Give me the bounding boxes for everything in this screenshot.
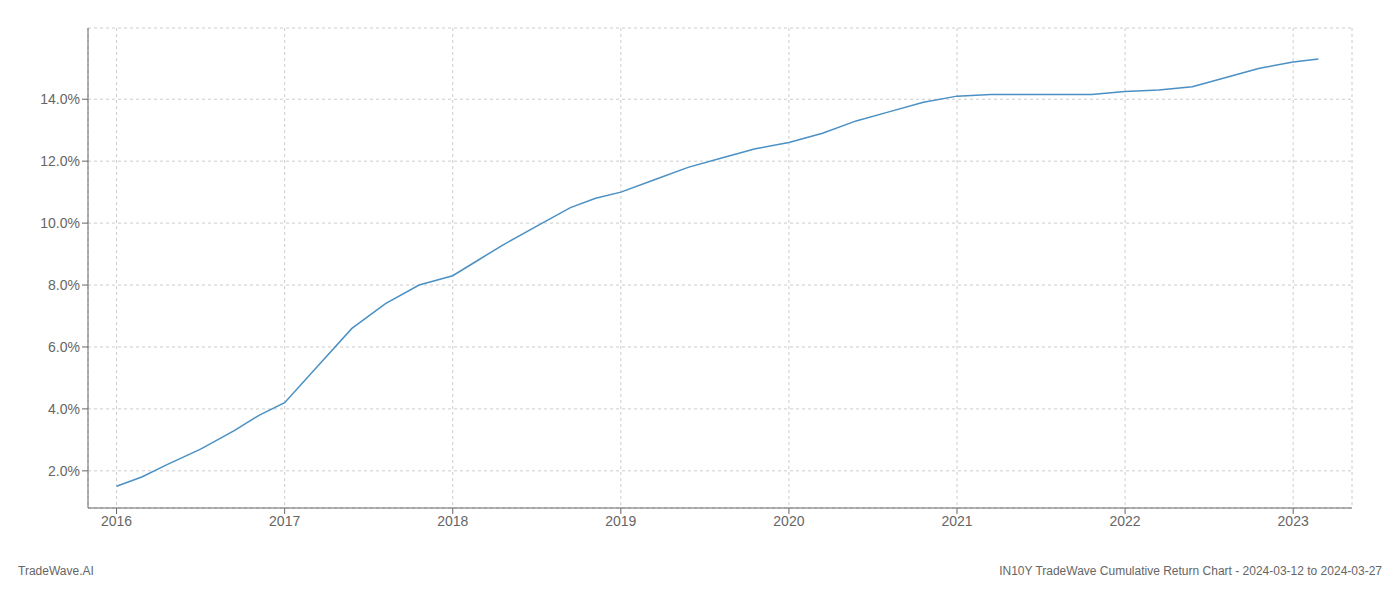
svg-text:8.0%: 8.0% bbox=[48, 277, 80, 293]
svg-text:4.0%: 4.0% bbox=[48, 401, 80, 417]
svg-text:6.0%: 6.0% bbox=[48, 339, 80, 355]
svg-text:2.0%: 2.0% bbox=[48, 463, 80, 479]
svg-text:2017: 2017 bbox=[269, 513, 300, 529]
svg-text:2023: 2023 bbox=[1278, 513, 1309, 529]
svg-text:12.0%: 12.0% bbox=[40, 153, 80, 169]
svg-text:2018: 2018 bbox=[437, 513, 468, 529]
svg-text:2016: 2016 bbox=[101, 513, 132, 529]
svg-text:2022: 2022 bbox=[1110, 513, 1141, 529]
html-text:TradeWave.AI: TradeWave.AI bbox=[18, 564, 94, 578]
svg-text:2020: 2020 bbox=[773, 513, 804, 529]
html-text:IN10Y TradeWave Cumulative Ret: IN10Y TradeWave Cumulative Return Chart … bbox=[999, 564, 1382, 578]
svg-text:10.0%: 10.0% bbox=[40, 215, 80, 231]
svg-text:14.0%: 14.0% bbox=[40, 91, 80, 107]
svg-text:2021: 2021 bbox=[941, 513, 972, 529]
svg-text:2019: 2019 bbox=[605, 513, 636, 529]
